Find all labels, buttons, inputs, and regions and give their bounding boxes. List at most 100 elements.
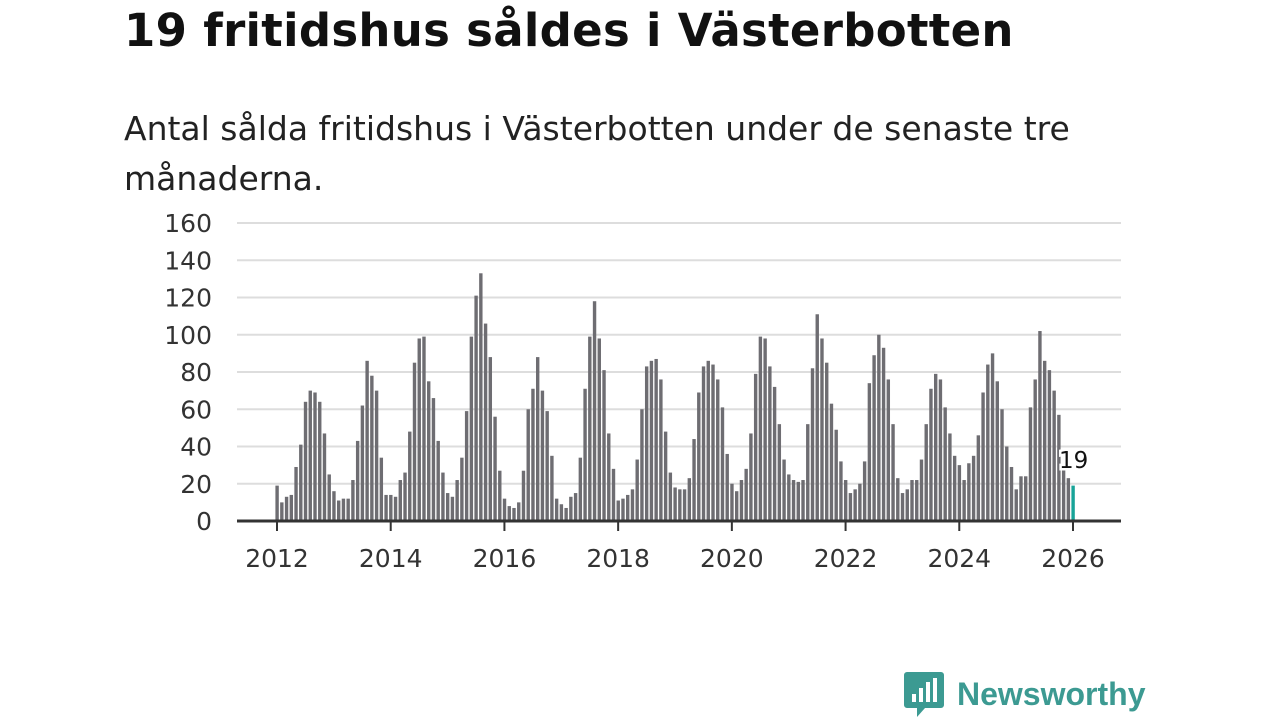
bar (668, 472, 673, 521)
bar (588, 336, 592, 521)
bar (957, 465, 962, 521)
bar (839, 461, 843, 521)
bar (445, 493, 450, 521)
bar (962, 480, 966, 521)
bar (929, 388, 933, 521)
bar (1047, 370, 1052, 521)
y-tick-label: 60 (180, 395, 212, 424)
bar (531, 388, 535, 521)
bar (441, 472, 445, 521)
bar (763, 338, 767, 521)
bar (365, 360, 369, 521)
y-tick-label: 140 (164, 246, 212, 275)
bar (535, 357, 540, 521)
bar (654, 358, 658, 521)
bar (498, 470, 502, 521)
bar (569, 496, 573, 521)
bar (1052, 390, 1056, 521)
annotation-label: 19 (1059, 448, 1088, 474)
bar (1042, 360, 1047, 521)
bar (886, 379, 891, 521)
bar (787, 474, 791, 521)
bar (810, 368, 815, 521)
bar (815, 314, 819, 521)
bar (820, 338, 824, 521)
bar (825, 362, 829, 521)
bar (564, 507, 568, 521)
bar (862, 461, 867, 521)
bar (910, 480, 914, 521)
bar (450, 496, 455, 521)
y-tick-label: 20 (180, 470, 212, 499)
bar (948, 433, 952, 521)
bar (422, 336, 426, 521)
bar (502, 498, 507, 521)
bar (597, 338, 601, 521)
bar (1057, 414, 1061, 521)
bar (829, 403, 834, 521)
bar (284, 496, 289, 521)
bar (455, 480, 459, 521)
bar (573, 493, 578, 521)
bar (701, 366, 706, 521)
bar (1009, 466, 1014, 521)
bar (436, 440, 440, 521)
bar (1038, 331, 1042, 521)
bar (1061, 465, 1066, 521)
x-tick-label: 2026 (1041, 544, 1105, 573)
bar (351, 480, 355, 521)
chart-subtitle: Antal sålda fritidshus i Västerbotten un… (124, 109, 1070, 198)
bar (739, 480, 744, 521)
bar (867, 383, 872, 521)
chart-title: 19 fritidshus såldes i Västerbotten (124, 4, 1014, 57)
bar (483, 323, 488, 521)
bar (806, 424, 810, 521)
bar (682, 489, 687, 521)
bar (488, 357, 493, 521)
bar (1019, 476, 1023, 521)
bar (616, 500, 620, 521)
newsworthy-logo-icon (904, 672, 944, 717)
bar (1066, 478, 1071, 521)
y-tick-label: 100 (164, 321, 212, 350)
bar (967, 463, 971, 521)
y-tick-label: 120 (164, 284, 212, 313)
bar (611, 468, 616, 521)
bar (749, 433, 753, 521)
bar (554, 498, 559, 521)
bar (550, 455, 554, 521)
bar (431, 398, 436, 521)
bar (578, 457, 583, 521)
bar (782, 459, 786, 521)
bar (479, 273, 483, 521)
bar (976, 435, 981, 521)
bar (327, 474, 331, 521)
bar (730, 483, 734, 521)
bar (412, 362, 417, 521)
bar (986, 364, 990, 521)
bar (843, 480, 848, 521)
x-tick-label: 2020 (700, 544, 764, 573)
bar (1033, 379, 1037, 521)
bar (621, 498, 625, 521)
bar (881, 347, 886, 521)
bar (332, 491, 336, 521)
bar (592, 301, 597, 521)
bar (517, 502, 521, 521)
bar (602, 370, 606, 521)
bar (403, 472, 407, 521)
bar (720, 407, 725, 521)
bar (294, 466, 298, 521)
bar (545, 411, 549, 521)
bar (360, 405, 365, 521)
bar (398, 480, 402, 521)
bar (711, 364, 715, 521)
bar (744, 468, 748, 521)
bar (768, 366, 772, 521)
bar (891, 424, 895, 521)
bar (938, 379, 943, 521)
bar (607, 433, 611, 521)
bar (692, 439, 696, 521)
x-tick-label: 2018 (586, 544, 650, 573)
